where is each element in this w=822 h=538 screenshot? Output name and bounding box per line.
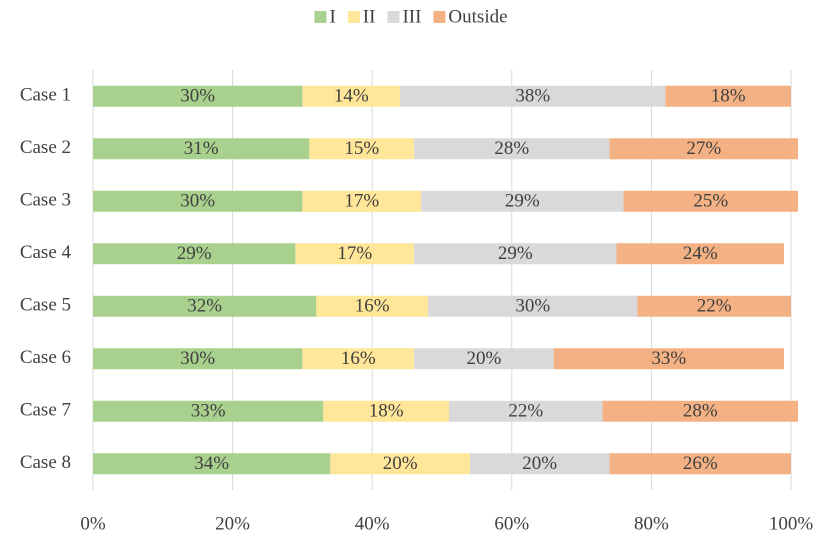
- x-tick-label: 60%: [494, 513, 529, 534]
- legend-swatch: [387, 11, 400, 23]
- y-tick-label: Case 7: [20, 400, 71, 421]
- bar-segment: [553, 348, 785, 370]
- data-label: 15%: [344, 138, 379, 159]
- data-label: 20%: [466, 348, 501, 369]
- bar-segment: [93, 295, 317, 317]
- bar-segment: [609, 453, 791, 475]
- data-label: 28%: [683, 401, 718, 422]
- bar-segment: [93, 243, 296, 265]
- data-label: 17%: [337, 243, 372, 264]
- x-tick-label: 100%: [769, 513, 814, 534]
- data-label: 33%: [191, 401, 226, 422]
- data-label: 14%: [334, 86, 369, 107]
- y-tick-label: Case 3: [20, 190, 71, 211]
- data-label: 30%: [180, 191, 215, 212]
- bar-segment: [421, 190, 624, 212]
- y-tick-label: Case 4: [20, 242, 72, 263]
- data-label: 22%: [508, 401, 543, 422]
- x-tick-label: 80%: [634, 513, 669, 534]
- data-label: 29%: [505, 191, 540, 212]
- legend-label: Outside: [448, 6, 507, 27]
- bar-segment: [302, 348, 415, 370]
- legend-swatch: [314, 11, 327, 23]
- bar-segment: [302, 85, 401, 107]
- data-label: 30%: [180, 348, 215, 369]
- data-label: 31%: [184, 138, 219, 159]
- bar-segment: [323, 400, 449, 422]
- bar-segment: [93, 348, 303, 370]
- data-label: 18%: [369, 401, 404, 422]
- data-label: 18%: [711, 86, 746, 107]
- legend-label: III: [402, 6, 421, 27]
- bar-segment: [616, 243, 785, 265]
- bar-segment: [302, 190, 422, 212]
- data-label: 29%: [498, 243, 533, 264]
- bar-segment: [93, 453, 331, 475]
- bar-segment: [295, 243, 415, 265]
- x-tick-label: 40%: [355, 513, 390, 534]
- data-label: 28%: [494, 138, 529, 159]
- x-tick-label: 20%: [215, 513, 250, 534]
- data-label: 16%: [341, 348, 376, 369]
- bar-segment: [448, 400, 603, 422]
- legend-swatch: [347, 11, 360, 23]
- legend-swatch: [433, 11, 446, 23]
- data-label: 30%: [180, 86, 215, 107]
- bar-segment: [609, 138, 798, 160]
- legend-label: I: [329, 6, 335, 27]
- bar-segment: [400, 85, 666, 107]
- bar-segment: [93, 400, 324, 422]
- y-tick-label: Case 2: [20, 137, 71, 158]
- bar-segment: [309, 138, 415, 160]
- bar-segment: [637, 295, 791, 317]
- x-tick-label: 0%: [80, 513, 106, 534]
- data-label: 32%: [187, 296, 222, 317]
- y-tick-label: Case 1: [20, 85, 71, 106]
- data-label: 29%: [177, 243, 212, 264]
- bar-segment: [93, 190, 303, 212]
- data-label: 16%: [355, 296, 390, 317]
- data-label: 20%: [522, 453, 557, 474]
- bar-segment: [93, 85, 303, 107]
- y-tick-label: Case 6: [20, 347, 71, 368]
- bar-segment: [414, 243, 617, 265]
- data-label: 25%: [693, 191, 728, 212]
- bar-segment: [623, 190, 798, 212]
- bar-segment: [330, 453, 470, 475]
- legend-label: II: [363, 6, 376, 27]
- data-label: 38%: [515, 86, 550, 107]
- y-tick-label: Case 5: [20, 295, 71, 316]
- bar-segment: [93, 138, 310, 160]
- data-label: 33%: [651, 348, 686, 369]
- data-label: 34%: [194, 453, 229, 474]
- bar-segment: [665, 85, 791, 107]
- data-label: 27%: [686, 138, 721, 159]
- bar-segment: [602, 400, 798, 422]
- bar-segment: [414, 138, 610, 160]
- data-label: 22%: [697, 296, 732, 317]
- data-label: 30%: [515, 296, 550, 317]
- bar-segment: [428, 295, 638, 317]
- bar-segment: [469, 453, 610, 475]
- y-tick-label: Case 8: [20, 452, 71, 473]
- data-label: 26%: [683, 453, 718, 474]
- bar-segment: [316, 295, 429, 317]
- data-label: 17%: [344, 191, 379, 212]
- data-label: 20%: [383, 453, 418, 474]
- bar-segment: [414, 348, 554, 370]
- data-label: 24%: [683, 243, 718, 264]
